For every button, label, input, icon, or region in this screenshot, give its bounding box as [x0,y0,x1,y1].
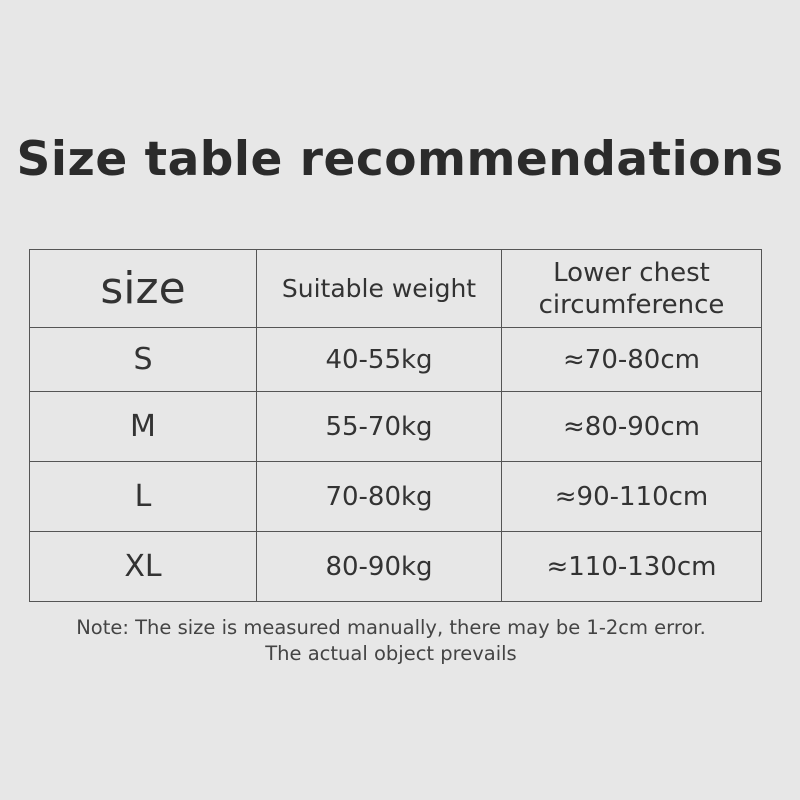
chest-cell: ≈90-110cm [501,461,762,532]
table-row: L 70-80kg ≈90-110cm [29,461,762,532]
table-header-row: size Suitable weight Lower chest circumf… [29,249,762,328]
chest-cell: ≈70-80cm [501,327,762,392]
weight-cell: 55-70kg [256,391,502,462]
table-row: S 40-55kg ≈70-80cm [29,327,762,392]
header-chest: Lower chest circumference [501,249,762,328]
footnote-line-2: The actual object prevails [265,642,517,665]
chest-cell: ≈80-90cm [501,391,762,462]
footnote-line-1: Note: The size is measured manually, the… [76,616,706,639]
size-cell: M [29,391,257,462]
table-row: M 55-70kg ≈80-90cm [29,391,762,462]
header-size: size [29,249,257,328]
size-table: size Suitable weight Lower chest circumf… [29,249,762,602]
header-weight: Suitable weight [256,249,502,328]
size-cell: XL [29,531,257,602]
weight-cell: 70-80kg [256,461,502,532]
weight-cell: 80-90kg [256,531,502,602]
size-cell: S [29,327,257,392]
page-title: Size table recommendations [16,132,784,187]
footnote: Note: The size is measured manually, the… [0,615,782,667]
weight-cell: 40-55kg [256,327,502,392]
chest-cell: ≈110-130cm [501,531,762,602]
table-row: XL 80-90kg ≈110-130cm [29,531,762,602]
size-cell: L [29,461,257,532]
